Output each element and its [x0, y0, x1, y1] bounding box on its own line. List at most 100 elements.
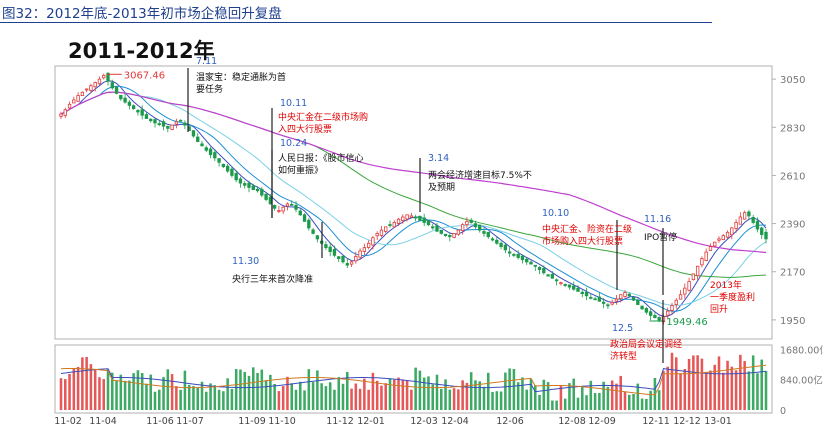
candle-body: [67, 103, 72, 109]
x-tick-label: 11-09: [238, 416, 266, 426]
event-text: 政治局会议定调经济转型: [610, 338, 682, 362]
candle-body: [584, 291, 589, 297]
candle-body: [640, 305, 644, 310]
x-tick-label: 12-06: [496, 416, 524, 426]
volume-bar: [230, 388, 234, 410]
volume-bar: [316, 370, 319, 410]
volume-bar: [606, 386, 610, 410]
ma5-line: [60, 80, 767, 317]
candle-body: [225, 165, 230, 172]
volume-bar: [363, 378, 366, 410]
candle-body: [725, 231, 730, 238]
x-tick-label: 11-10: [268, 416, 296, 426]
volume-bar: [538, 394, 541, 410]
candle-body: [704, 251, 708, 261]
x-tick-label: 11-04: [89, 416, 117, 426]
price-y-tick-label: 2390: [780, 220, 805, 231]
x-tick-label: 12-12: [673, 416, 701, 426]
volume-bar: [93, 369, 97, 410]
candle-body: [345, 263, 349, 266]
candle-body: [247, 182, 251, 188]
volume-bar: [734, 370, 738, 410]
volume-y-tick-label: 1680.00亿: [780, 344, 823, 356]
candle-body: [657, 317, 661, 321]
event-text: 温家宝：稳定通胀为首要任务: [196, 71, 286, 95]
volume-bar: [687, 358, 691, 410]
volume-bar: [209, 383, 212, 410]
candle-body: [84, 88, 89, 91]
candle-body: [388, 224, 392, 226]
candle-body: [362, 247, 367, 252]
candle-body: [200, 143, 204, 147]
candle-body: [614, 298, 619, 302]
volume-bar: [157, 389, 161, 410]
volume-y-tick-label: 840.00亿: [780, 375, 823, 387]
price-y-tick-label: 3050: [780, 75, 805, 86]
candle-body: [332, 249, 337, 256]
volume-bar: [59, 378, 63, 410]
candle-body: [439, 229, 443, 234]
candle-body: [460, 224, 465, 231]
candle-body: [89, 85, 93, 91]
candle-body: [230, 168, 234, 176]
volume-bar: [85, 356, 88, 410]
x-tick-label: 11-12: [326, 416, 354, 426]
candle-body: [349, 261, 354, 265]
volume-bar: [551, 400, 554, 410]
volume-bar: [546, 382, 550, 410]
event-date: 12.5: [612, 323, 633, 334]
volume-bar: [264, 380, 268, 410]
volume-bar: [239, 369, 242, 410]
volume-bar: [700, 358, 704, 410]
candle-body: [131, 105, 136, 110]
price-y-tick-label: 2610: [780, 171, 805, 182]
volume-bar: [427, 376, 430, 410]
candle-body: [324, 244, 328, 249]
x-tick-label: 12-11: [642, 416, 670, 426]
candle-body: [418, 215, 422, 221]
volume-bar: [448, 389, 452, 410]
volume-bar: [260, 369, 264, 410]
volume-bar: [525, 389, 529, 410]
volume-bar: [303, 390, 306, 410]
volume-bar: [670, 352, 674, 410]
volume-ma-line-2: [60, 364, 767, 396]
volume-bar: [457, 389, 460, 410]
candle-body: [597, 296, 602, 302]
volume-bar: [666, 366, 670, 410]
candle-body: [371, 237, 375, 246]
volume-bar: [333, 389, 336, 410]
candle-body: [285, 203, 290, 207]
x-tick-label: 11-07: [176, 416, 204, 426]
candle-body: [554, 279, 559, 282]
volume-bar: [422, 377, 426, 410]
event-date: 11.16: [644, 214, 671, 225]
volume-bar: [384, 383, 388, 410]
event-text: 央行三年来首次降准: [232, 273, 313, 285]
candle-body: [238, 178, 243, 184]
candle-body: [619, 294, 623, 300]
candle-body: [610, 301, 614, 305]
volume-bar: [491, 391, 494, 410]
candle-body: [606, 304, 610, 307]
candle-body: [593, 298, 597, 301]
volume-bar: [486, 372, 490, 410]
x-tick-label: 13-01: [704, 416, 732, 426]
candle-body: [648, 311, 653, 316]
event-date: 11.30: [232, 256, 259, 267]
candle-body: [354, 256, 358, 262]
volume-y-tick-label: 0: [780, 406, 786, 417]
volume-bar: [269, 374, 272, 410]
candle-body: [755, 220, 760, 230]
candle-body: [751, 217, 755, 223]
candle-body: [208, 148, 213, 156]
volume-bar: [482, 386, 486, 410]
candle-body: [196, 136, 200, 142]
volume-bar: [414, 367, 417, 410]
volume-bar: [200, 381, 204, 410]
volume-bar: [499, 391, 503, 410]
candle-body: [734, 222, 738, 229]
event-date: 10.10: [542, 208, 569, 219]
candle-body: [170, 124, 174, 130]
